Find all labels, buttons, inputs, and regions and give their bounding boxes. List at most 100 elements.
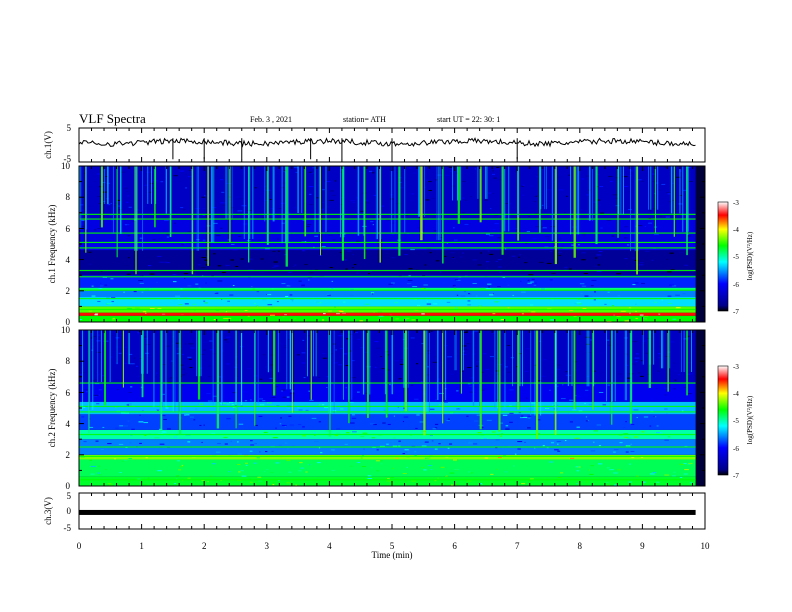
sferic-burst [341, 166, 344, 261]
ch1-ytick-6: 6 [66, 224, 71, 234]
spectral-speckle [250, 286, 253, 288]
sferic-burst-faint [82, 330, 84, 410]
spectral-speckle [287, 448, 289, 450]
spectral-speckle [653, 415, 656, 417]
spectral-speckle [221, 271, 226, 273]
spectral-speckle [345, 268, 348, 270]
spectral-speckle [298, 409, 303, 411]
spectral-speckle [597, 199, 601, 201]
spectral-speckle [271, 450, 274, 452]
tone-line [79, 247, 696, 249]
spectral-speckle [89, 263, 92, 265]
spectral-speckle [201, 196, 206, 198]
spectral-speckle [192, 273, 196, 275]
spectral-speckle [243, 223, 248, 225]
spectral-speckle [462, 212, 465, 214]
spectral-speckle [590, 465, 595, 467]
spectral-speckle [530, 304, 534, 306]
spectral-speckle [514, 171, 519, 173]
sferic-burst-faint [221, 330, 223, 406]
spectral-speckle [456, 387, 459, 389]
spectral-speckle [209, 349, 213, 351]
spectral-speckle [340, 408, 344, 410]
spectral-speckle [280, 343, 283, 345]
spectral-speckle [496, 166, 500, 168]
sferic-burst [85, 166, 87, 253]
spectral-speckle [156, 451, 162, 453]
spectral-speckle [312, 167, 315, 169]
spectral-speckle [97, 334, 100, 336]
spectral-speckle [149, 191, 151, 193]
spectral-speckle [376, 470, 380, 472]
sferic-burst-faint [254, 330, 256, 403]
spectral-speckle [271, 267, 276, 269]
ch1-ytick-4: 4 [66, 255, 71, 265]
spectral-speckle [520, 280, 522, 282]
spectral-speckle [231, 404, 235, 406]
spectral-speckle [128, 391, 132, 393]
spectral-speckle [416, 304, 421, 306]
spectral-speckle [224, 443, 228, 445]
spectral-speckle [386, 480, 392, 482]
spectral-speckle [156, 281, 159, 283]
spectral-speckle [585, 389, 589, 391]
spectral-speckle [178, 469, 182, 471]
spectral-speckle [169, 376, 173, 378]
spectral-speckle [248, 269, 254, 271]
sferic-burst-faint [200, 330, 202, 377]
sferic-burst-faint [391, 166, 393, 233]
spectral-speckle [188, 176, 192, 178]
spectral-speckle [94, 314, 98, 316]
spectral-speckle [479, 483, 482, 485]
spectral-speckle [81, 209, 85, 211]
spectral-speckle [369, 270, 372, 272]
spectral-speckle [655, 432, 661, 434]
spectral-speckle [127, 257, 130, 259]
sferic-burst [617, 166, 619, 238]
sferic-burst-faint [143, 330, 144, 374]
ch2-colorbar-gradient [717, 365, 729, 476]
spectral-speckle [94, 313, 99, 315]
spectral-speckle [679, 194, 682, 196]
spectral-speckle [434, 230, 437, 232]
spectral-speckle [621, 229, 623, 231]
sferic-burst [442, 166, 444, 264]
spectral-speckle [578, 410, 583, 412]
sferic-burst-faint [508, 166, 510, 232]
spectral-speckle [516, 377, 518, 379]
sferic-burst-faint [307, 330, 308, 377]
spectral-speckle [125, 201, 129, 203]
spectral-speckle [544, 246, 549, 248]
spectral-speckle [550, 251, 552, 253]
spectral-speckle [314, 345, 319, 347]
spectral-speckle [526, 230, 530, 232]
start-time-label: start UT = 22: 30: 1 [437, 115, 500, 124]
spectral-speckle [483, 229, 489, 231]
spectral-speckle [309, 272, 314, 274]
spectral-speckle [147, 356, 152, 358]
spectral-speckle [641, 282, 646, 284]
spectral-speckle [421, 288, 425, 290]
spectral-speckle [509, 392, 513, 394]
spectral-speckle [350, 200, 355, 202]
spectral-speckle [624, 237, 628, 239]
spectral-speckle [221, 331, 226, 333]
spectral-speckle [517, 448, 521, 450]
spectral-speckle [181, 353, 184, 355]
spectral-speckle [414, 225, 417, 227]
spectral-speckle [317, 462, 321, 464]
spectral-speckle [97, 472, 101, 474]
sferic-burst [517, 330, 520, 410]
spectral-speckle [579, 283, 585, 285]
spectral-speckle [290, 233, 292, 235]
spectral-speckle [505, 471, 507, 473]
spectral-speckle [530, 402, 535, 404]
spectral-speckle [581, 209, 583, 211]
spectral-speckle [179, 466, 184, 468]
spectral-speckle [411, 445, 416, 447]
spectral-speckle [685, 381, 687, 383]
spectral-speckle [684, 264, 688, 266]
ch2-spectrogram-panel: 0 2 4 6 8 10 ch.2 Frequency (kHz) [47, 325, 706, 491]
spectral-speckle [449, 330, 455, 332]
spectral-speckle [439, 392, 444, 394]
